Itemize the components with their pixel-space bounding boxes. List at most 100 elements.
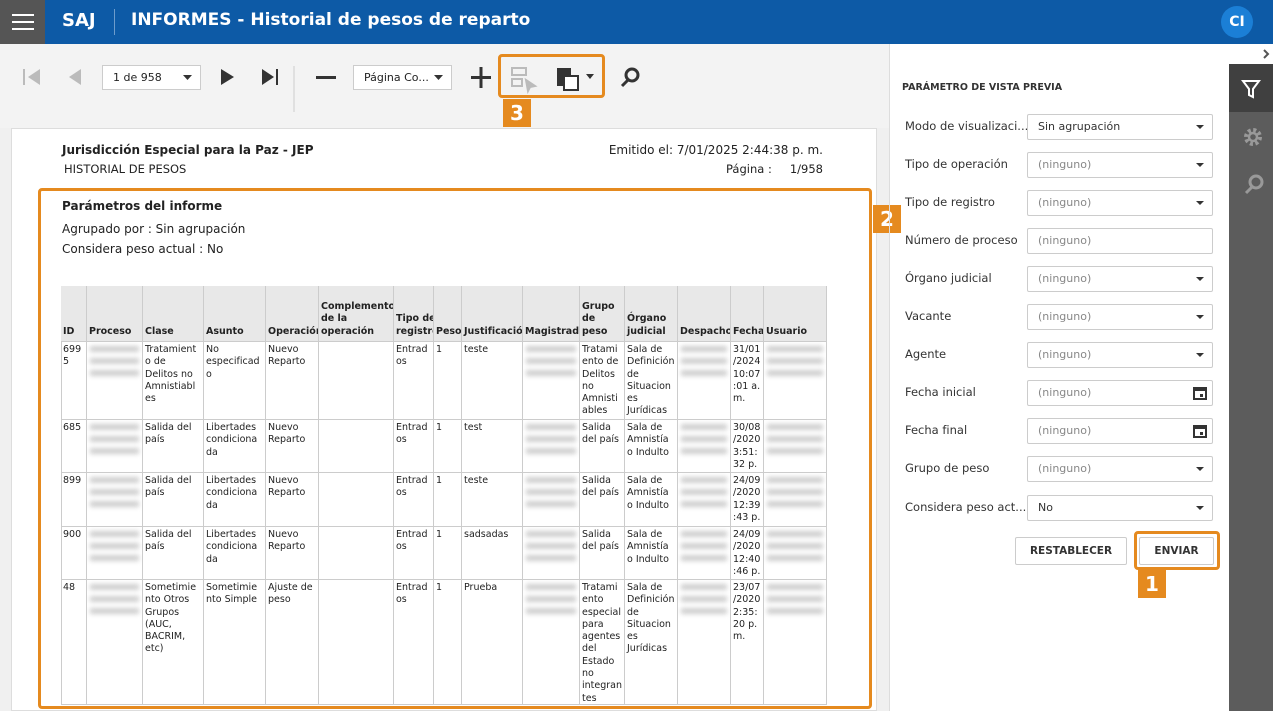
- field-input[interactable]: (ninguno): [1027, 152, 1213, 178]
- redacted-text: [90, 424, 139, 454]
- field-input[interactable]: (ninguno): [1027, 190, 1213, 216]
- table-cell: [764, 527, 827, 580]
- params-title: Parámetros del informe: [62, 199, 223, 213]
- table-cell: 1: [434, 342, 462, 420]
- table-cell: [523, 527, 580, 580]
- table-cell: [319, 420, 394, 473]
- table-cell: Prueba: [462, 580, 523, 705]
- field-input[interactable]: (ninguno): [1027, 304, 1213, 330]
- callout: 2: [873, 205, 901, 233]
- panel-border: [889, 44, 890, 711]
- column-header: Peso: [434, 286, 462, 342]
- table-cell: [764, 473, 827, 527]
- menu-button[interactable]: [0, 0, 45, 44]
- table-cell: Sala de Amnistía o Indulto: [625, 473, 678, 527]
- search-tab[interactable]: [1244, 174, 1264, 195]
- table-cell: 30/08/2020 3:51:32 p. m.: [731, 420, 764, 473]
- redacted-text: [767, 346, 823, 376]
- dropdown-arrow: [1196, 277, 1204, 281]
- reset-button[interactable]: RESTABLECER: [1015, 537, 1127, 565]
- field-value: (ninguno): [1038, 272, 1092, 285]
- field-label: Considera peso act...: [905, 500, 1027, 514]
- highlight-box: [1134, 531, 1220, 570]
- settings-tab[interactable]: [1244, 128, 1262, 146]
- redacted-text: [90, 531, 139, 561]
- field-input[interactable]: Sin agrupación: [1027, 114, 1213, 140]
- table-cell: [319, 527, 394, 580]
- field-label: Fecha final: [905, 423, 968, 437]
- table-cell: Libertades condicionada: [204, 420, 266, 473]
- table-cell: Entrados: [394, 420, 434, 473]
- calendar-icon: [1193, 425, 1207, 438]
- table-cell: [319, 342, 394, 420]
- select-tool[interactable]: [511, 67, 538, 95]
- submit-button[interactable]: ENVIAR: [1139, 537, 1214, 565]
- highlight-box: [498, 54, 605, 98]
- report-name: HISTORIAL DE PESOS: [64, 162, 187, 176]
- table-cell: Sala de Amnistía o Indulto: [625, 420, 678, 473]
- table-cell: Nuevo Reparto: [266, 342, 319, 420]
- redacted-text: [526, 346, 576, 376]
- field-label: Tipo de operación: [905, 157, 1008, 171]
- column-header: Fecha: [731, 286, 764, 342]
- table-cell: Salida del país: [143, 527, 204, 580]
- callout: 3: [503, 99, 531, 127]
- table-cell: [678, 527, 731, 580]
- next-page[interactable]: [221, 69, 234, 85]
- table-cell: Nuevo Reparto: [266, 420, 319, 473]
- table-cell: Nuevo Reparto: [266, 473, 319, 527]
- redacted-text: [681, 346, 727, 376]
- search-tool[interactable]: [620, 67, 640, 88]
- table-cell: 899: [61, 473, 87, 527]
- collapse-panel[interactable]: [1262, 48, 1270, 60]
- field-input[interactable]: (ninguno): [1027, 342, 1213, 368]
- field-input[interactable]: (ninguno): [1027, 456, 1213, 482]
- table-cell: teste: [462, 342, 523, 420]
- field-value: (ninguno): [1038, 234, 1092, 247]
- export-button[interactable]: [557, 68, 594, 91]
- page-title: INFORMES - Historial de pesos de reparto: [131, 10, 531, 30]
- field-input[interactable]: No: [1027, 495, 1213, 521]
- active-tab[interactable]: [1229, 64, 1273, 112]
- column-header: Despacho: [678, 286, 731, 342]
- column-header: Operación: [266, 286, 319, 342]
- zoom-in[interactable]: [471, 67, 491, 88]
- field-label: Número de proceso: [905, 233, 1018, 247]
- app-name: SAJ: [62, 10, 96, 31]
- page-select[interactable]: 1 de 958: [102, 65, 201, 90]
- table-cell: [764, 342, 827, 420]
- first-page[interactable]: [23, 69, 40, 85]
- zoom-select[interactable]: Página Co...: [353, 65, 452, 90]
- table-cell: [764, 420, 827, 473]
- redacted-text: [681, 477, 727, 507]
- redacted-text: [90, 346, 139, 376]
- field-input[interactable]: (ninguno): [1027, 380, 1213, 406]
- redacted-text: [767, 531, 823, 561]
- table-cell: [319, 473, 394, 527]
- table-cell: Sala de Amnistía o Indulto: [625, 527, 678, 580]
- table-cell: Entrados: [394, 580, 434, 705]
- user-avatar[interactable]: CI: [1221, 6, 1253, 38]
- dropdown-arrow: [1196, 201, 1204, 205]
- panel-tabs: [1229, 64, 1273, 711]
- table-cell: 900: [61, 527, 87, 580]
- divider: [114, 9, 115, 35]
- field-value: (ninguno): [1038, 462, 1092, 475]
- redacted-text: [767, 584, 823, 614]
- table-cell: [523, 342, 580, 420]
- param-line: Considera peso actual : No: [62, 242, 224, 256]
- field-input[interactable]: (ninguno): [1027, 266, 1213, 292]
- table-cell: [523, 580, 580, 705]
- table-cell: [319, 580, 394, 705]
- redacted-text: [681, 531, 727, 561]
- field-value: (ninguno): [1038, 386, 1092, 399]
- prev-page[interactable]: [69, 69, 81, 85]
- redacted-text: [767, 424, 823, 454]
- last-page[interactable]: [262, 69, 278, 85]
- field-input[interactable]: (ninguno): [1027, 228, 1213, 254]
- field-value: (ninguno): [1038, 424, 1092, 437]
- column-header: ID: [61, 286, 87, 342]
- zoom-out[interactable]: [316, 76, 336, 79]
- field-input[interactable]: (ninguno): [1027, 418, 1213, 444]
- table-cell: 24/09/2020 12:39:43 p. m.: [731, 473, 764, 527]
